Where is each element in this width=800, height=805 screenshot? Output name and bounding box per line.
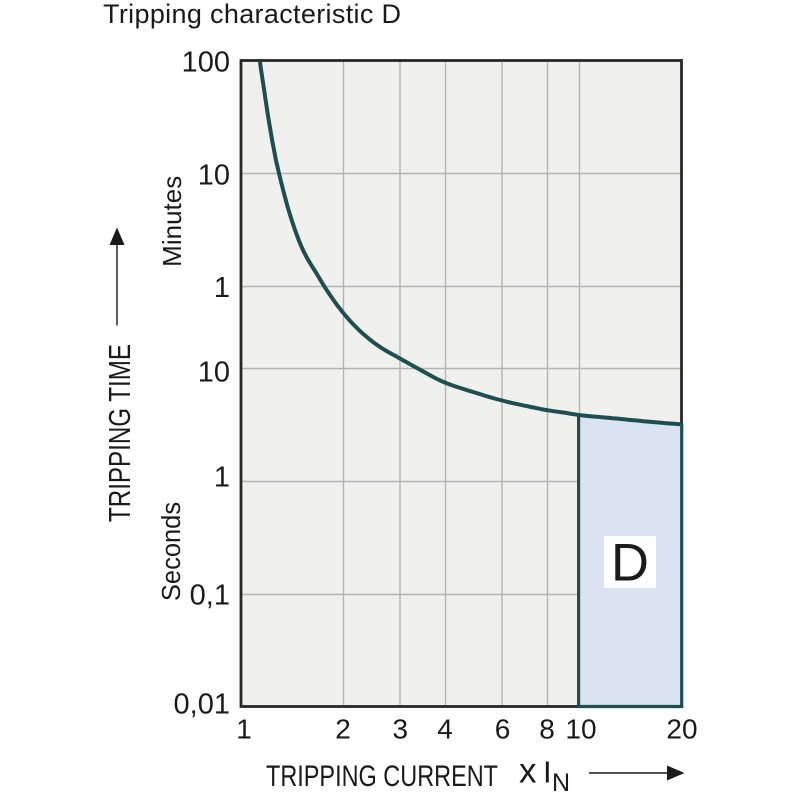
svg-text:100: 100 [182,46,230,78]
svg-text:Minutes: Minutes [157,176,187,267]
svg-text:8: 8 [539,714,555,745]
svg-text:3: 3 [393,714,409,745]
svg-text:Tripping characteristic D: Tripping characteristic D [103,0,401,29]
svg-text:10: 10 [565,714,596,745]
svg-text:6: 6 [495,714,511,745]
svg-text:1: 1 [236,714,252,745]
svg-text:Seconds: Seconds [158,502,186,601]
svg-text:x: x [519,752,537,791]
svg-text:1: 1 [214,272,230,304]
svg-text:N: N [552,769,570,797]
svg-text:1: 1 [214,461,230,493]
svg-text:TRIPPING CURRENT: TRIPPING CURRENT [266,760,498,793]
svg-text:2: 2 [335,714,351,745]
svg-text:TRIPPING TIME: TRIPPING TIME [102,344,137,522]
svg-text:4: 4 [437,714,453,745]
svg-text:10: 10 [198,356,230,388]
svg-text:20: 20 [666,714,697,745]
svg-text:I: I [543,755,552,790]
svg-text:D: D [611,534,649,593]
svg-text:0,1: 0,1 [190,579,230,611]
svg-text:10: 10 [198,160,230,192]
svg-text:0,01: 0,01 [174,688,230,720]
